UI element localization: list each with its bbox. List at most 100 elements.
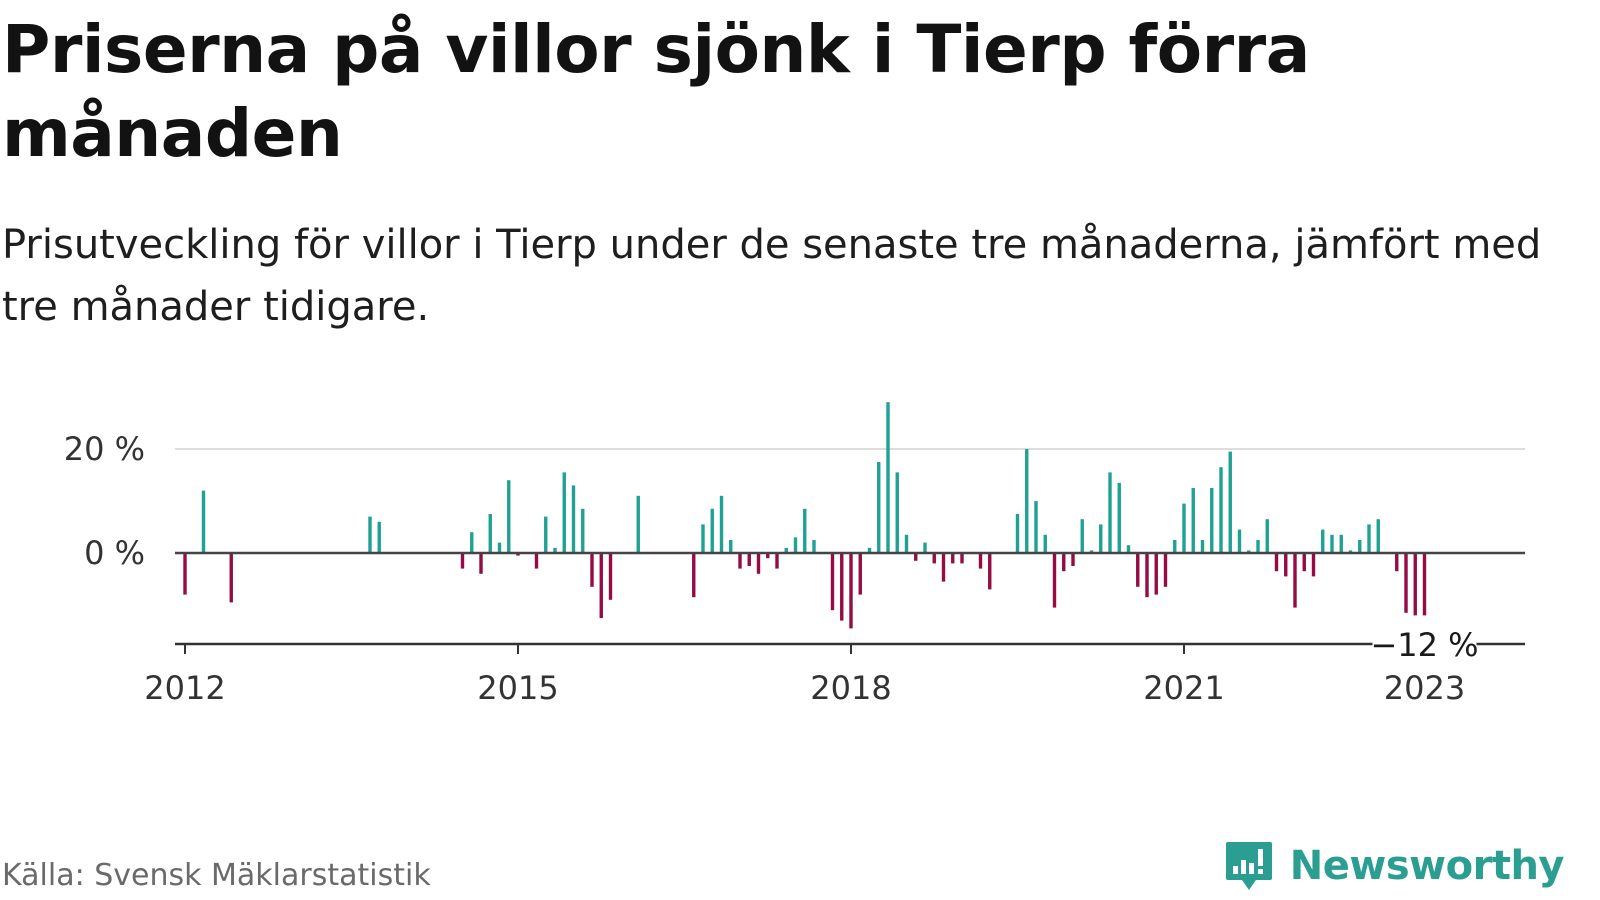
- bar: [710, 508, 714, 553]
- bar: [775, 553, 779, 569]
- bar: [1348, 550, 1353, 553]
- bar: [849, 553, 853, 629]
- bar: [1043, 534, 1047, 553]
- bar: [581, 508, 585, 553]
- bar: [1367, 524, 1371, 553]
- bar: [636, 495, 640, 553]
- bar: [923, 542, 927, 553]
- bar: [692, 553, 696, 598]
- chart-title: Priserna på villor sjönk i Tierp förra m…: [2, 11, 1310, 172]
- bar: [1071, 553, 1075, 566]
- bar: [479, 553, 483, 574]
- bar: [941, 553, 946, 582]
- bar: [1284, 553, 1288, 577]
- bar: [1237, 529, 1242, 553]
- source-note: Källa: Svensk Mäklarstatistik: [2, 858, 431, 893]
- bar: [988, 553, 992, 590]
- bar: [1330, 534, 1334, 553]
- bar: [1404, 553, 1408, 613]
- bar: [895, 472, 899, 553]
- bars: [183, 402, 1427, 629]
- bar: [719, 495, 724, 553]
- bar: [803, 508, 807, 553]
- bar: [1191, 488, 1195, 553]
- bar: [793, 537, 798, 553]
- x-tick-label: 2023: [1384, 669, 1465, 707]
- bar: [470, 532, 474, 553]
- bar: [960, 553, 964, 564]
- bar: [1089, 550, 1094, 553]
- bar: [867, 547, 872, 553]
- bar: [571, 485, 576, 553]
- bar: [1228, 451, 1232, 553]
- chart-subtitle: Prisutveckling för villor i Tierp under …: [2, 222, 1542, 330]
- bar: [1108, 472, 1112, 553]
- x-tick-label: 2018: [810, 669, 891, 707]
- newsworthy-logo-icon: [1225, 842, 1272, 890]
- bar: [812, 540, 816, 553]
- bar: [784, 547, 788, 553]
- bar: [1274, 553, 1279, 572]
- bar: [1210, 488, 1214, 553]
- bar: [488, 514, 492, 553]
- bar: [1080, 519, 1084, 553]
- bar: [590, 553, 594, 587]
- bar: [599, 553, 603, 618]
- bar: [1062, 553, 1066, 572]
- bar: [544, 516, 548, 553]
- bar: [1422, 553, 1427, 616]
- bar: [914, 553, 918, 561]
- bar: [1302, 553, 1306, 572]
- bar: [830, 553, 835, 611]
- bar: [516, 553, 520, 556]
- bar: [1163, 553, 1168, 587]
- bar: [1034, 501, 1038, 553]
- bar: [729, 540, 733, 553]
- gridlines: 0 % 20 %: [64, 430, 1525, 572]
- last-value-bg: [1372, 624, 1477, 664]
- bar: [951, 553, 955, 564]
- bar: [1200, 540, 1205, 553]
- bar: [553, 547, 557, 553]
- bar: [932, 553, 936, 564]
- y-tick-label: 0 %: [84, 534, 145, 572]
- bar: [1311, 553, 1316, 577]
- bar: [1293, 553, 1297, 608]
- bar: [183, 553, 187, 595]
- brand-logo: Newsworthy: [1224, 840, 1565, 892]
- x-tick-label: 2012: [144, 669, 225, 707]
- bar: [1339, 534, 1343, 553]
- bar: [1117, 482, 1121, 553]
- bar: [904, 534, 909, 553]
- bar: [1358, 540, 1362, 553]
- bar: [877, 462, 881, 553]
- bar: [377, 521, 381, 553]
- y-tick-label: 20 %: [64, 430, 145, 468]
- bar: [1265, 519, 1269, 553]
- bar: [701, 524, 705, 553]
- x-tick-label: 2021: [1143, 669, 1224, 707]
- bar: [1247, 550, 1251, 553]
- bar: [229, 553, 233, 603]
- bar: [1099, 524, 1103, 553]
- bar: [1025, 449, 1029, 553]
- bar: [747, 553, 751, 566]
- bar: [497, 542, 502, 553]
- bar: [201, 490, 206, 553]
- bar: [766, 553, 770, 559]
- bar: [1145, 553, 1149, 598]
- bar: [978, 553, 983, 569]
- bar: [1126, 545, 1131, 553]
- bar: [608, 553, 613, 600]
- bar: [507, 480, 511, 553]
- bar: [1182, 503, 1186, 553]
- bar: [534, 553, 539, 569]
- bar: [738, 553, 742, 569]
- bar: [1413, 553, 1417, 616]
- last-value-label: −12 %: [1370, 626, 1478, 664]
- bar: [858, 553, 862, 595]
- bar: [562, 472, 566, 553]
- bar: [1173, 540, 1177, 553]
- bar-chart: 0 % 20 % 2012 2015 2018 2021 2023 −12 %: [64, 402, 1525, 707]
- bar: [368, 516, 372, 553]
